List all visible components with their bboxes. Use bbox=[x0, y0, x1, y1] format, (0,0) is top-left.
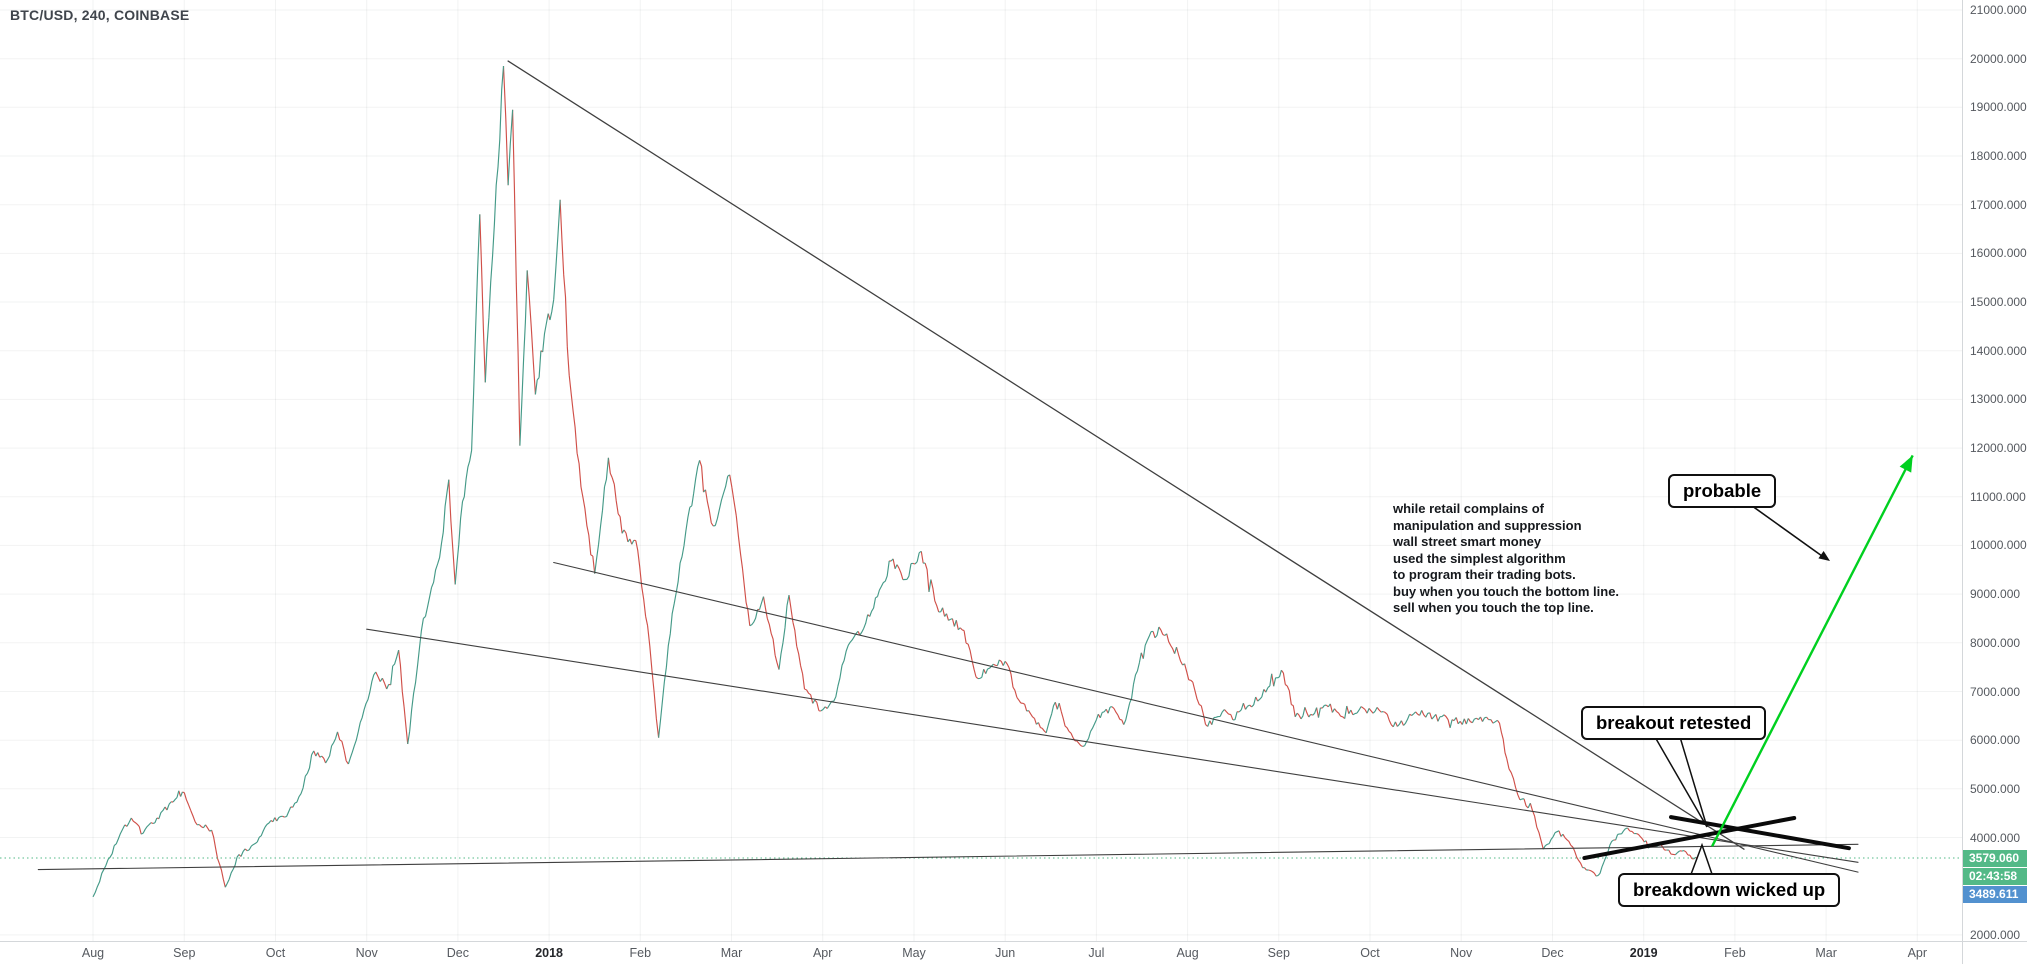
price-tick-label: 9000.000 bbox=[1970, 587, 2021, 602]
price-tick-label: 13000.000 bbox=[1970, 392, 2027, 407]
trendline-black-descending-thick[interactable] bbox=[1669, 815, 1851, 851]
secondary-price-label: 3489.611 bbox=[1963, 885, 2027, 903]
note-line: while retail complains of bbox=[1393, 501, 1544, 516]
time-tick-label: Nov bbox=[1450, 946, 1473, 960]
price-tick-label: 8000.000 bbox=[1970, 635, 2021, 650]
note-line: used the simplest algorithm bbox=[1393, 550, 1566, 566]
price-axis[interactable]: 3579.060 02:43:58 3489.611 21000.000 2000… bbox=[1962, 0, 2027, 942]
chart-canvas[interactable] bbox=[0, 0, 1962, 941]
time-tick-label: Aug bbox=[1176, 946, 1199, 960]
time-tick-label: Feb bbox=[1724, 946, 1746, 960]
time-tick-label: Jul bbox=[1088, 946, 1105, 960]
callout-breakdown-label: breakdown wicked up bbox=[1633, 879, 1826, 900]
trendline-descending-from-ath[interactable] bbox=[507, 60, 1745, 850]
time-tick-label: Apr bbox=[812, 946, 833, 960]
price-tick-label: 10000.000 bbox=[1970, 538, 2027, 553]
price-tick-label: 12000.000 bbox=[1970, 441, 2027, 456]
note-line: buy when you touch the bottom line. bbox=[1393, 583, 1620, 599]
probable-tail-arrowhead bbox=[1818, 550, 1830, 561]
trendline-black-ascending-thick[interactable] bbox=[1582, 816, 1797, 860]
note-text-drawing[interactable]: while retail complains of manipulation an… bbox=[1393, 501, 1619, 617]
time-tick-label: Sep bbox=[1267, 946, 1290, 960]
axis-corner bbox=[1962, 941, 2027, 964]
probable-tail-line bbox=[1747, 502, 1823, 557]
time-tick-label: 2018 bbox=[535, 946, 563, 960]
candles-down bbox=[124, 65, 1704, 888]
time-tick-label: Oct bbox=[265, 946, 286, 960]
time-tick-label: Apr bbox=[1907, 946, 1928, 960]
time-tick-label: Mar bbox=[1815, 946, 1837, 960]
time-tick-label: May bbox=[902, 946, 926, 960]
price-tick-label: 17000.000 bbox=[1970, 197, 2027, 212]
candles-up bbox=[92, 65, 1702, 898]
time-axis[interactable]: Aug Sep Oct Nov Dec 2018 Feb Mar Apr May Jun Jul Aug… bbox=[0, 941, 1962, 964]
green-arrow-drawing[interactable] bbox=[1711, 454, 1914, 847]
time-tick-label: 2019 bbox=[1629, 946, 1658, 960]
price-tick-label: 15000.000 bbox=[1970, 295, 2027, 309]
callout-breakout-label: breakout retested bbox=[1596, 712, 1752, 733]
last-price-label: 3579.060 bbox=[1963, 849, 2027, 867]
price-tick-label: 16000.000 bbox=[1970, 246, 2027, 261]
note-line: wall street smart money bbox=[1393, 534, 1542, 549]
price-tick-label: 4000.000 bbox=[1970, 830, 2021, 845]
time-tick-label: Oct bbox=[1360, 946, 1380, 960]
price-tick-label: 2000.000 bbox=[1970, 927, 2021, 942]
green-arrow-line[interactable] bbox=[1711, 454, 1914, 847]
callout-breakout-retested[interactable]: breakout retested bbox=[1581, 706, 1767, 740]
time-tick-label: Aug bbox=[81, 946, 105, 960]
trendline-ascending-support[interactable] bbox=[37, 843, 1859, 871]
symbol-legend[interactable]: BTC/USD, 240, COINBASE bbox=[10, 7, 190, 23]
price-tick-label: 14000.000 bbox=[1970, 343, 2027, 358]
price-tick-label: 5000.000 bbox=[1970, 781, 2021, 796]
note-line: sell when you touch the top line. bbox=[1393, 600, 1594, 615]
chart-plot-area[interactable] bbox=[0, 0, 1962, 941]
price-tick-label: 19000.000 bbox=[1970, 100, 2027, 115]
price-tick-label: 21000.000 bbox=[1970, 3, 2027, 17]
price-tick-label: 18000.000 bbox=[1970, 149, 2027, 163]
time-tick-label: Sep bbox=[173, 946, 196, 960]
price-tick-label: 11000.000 bbox=[1970, 489, 2026, 504]
callout-breakdown-wicked-up[interactable]: breakdown wicked up bbox=[1618, 873, 1841, 907]
bar-countdown-label: 02:43:58 bbox=[1963, 867, 2027, 885]
price-series-candles bbox=[92, 65, 1704, 898]
time-tick-label: Dec bbox=[1541, 946, 1564, 960]
price-tick-label: 6000.000 bbox=[1970, 733, 2021, 748]
price-tick-label: 7000.000 bbox=[1970, 684, 2021, 699]
grid-lines bbox=[0, 0, 1962, 941]
note-line: to program their trading bots. bbox=[1393, 567, 1576, 582]
callout-probable-label: probable bbox=[1683, 480, 1762, 501]
note-line: manipulation and suppression bbox=[1393, 517, 1582, 533]
breakout-callout-tail bbox=[1653, 736, 1708, 828]
time-tick-label: Dec bbox=[446, 946, 470, 960]
trendline-drawings[interactable] bbox=[37, 60, 1859, 873]
time-tick-label: Feb bbox=[629, 946, 652, 960]
callout-probable[interactable]: probable bbox=[1668, 474, 1777, 508]
green-arrow-head bbox=[1899, 455, 1913, 473]
time-tick-label: Jun bbox=[995, 946, 1016, 960]
time-tick-label: Nov bbox=[355, 946, 378, 960]
time-tick-label: Mar bbox=[720, 946, 743, 960]
trendline-descending-low[interactable] bbox=[366, 628, 1859, 863]
price-tick-label: 20000.000 bbox=[1970, 51, 2027, 66]
trendline-descending-mid[interactable] bbox=[553, 561, 1859, 873]
